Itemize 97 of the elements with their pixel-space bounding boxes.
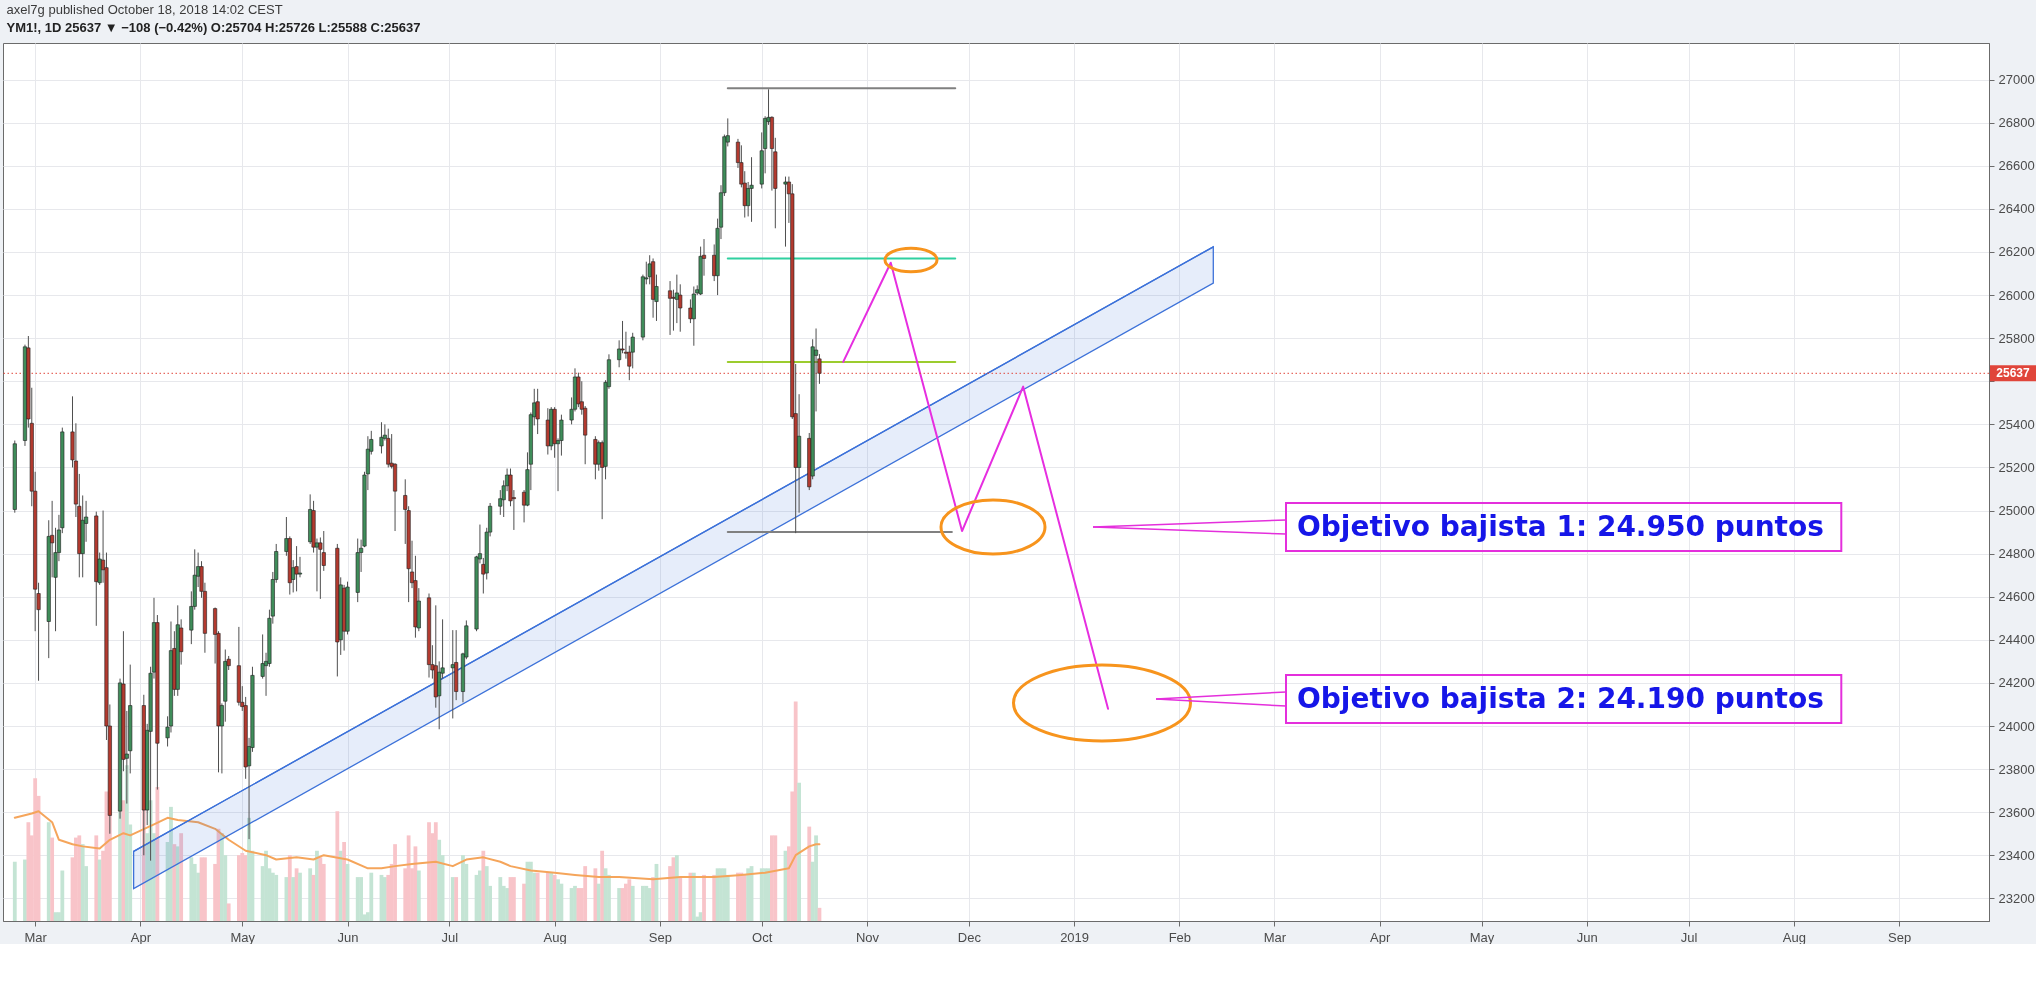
bar	[26, 822, 31, 921]
candlestick	[671, 289, 676, 332]
line-series	[842, 261, 1110, 710]
y-tick-label: 23400	[1998, 847, 2035, 863]
bar	[335, 811, 340, 921]
y-tick-label: 26200	[1998, 244, 2035, 260]
bar	[702, 874, 706, 921]
y-tick-label: 25800	[1998, 330, 2035, 346]
annotation: Objetivo bajista 2: 24.190 puntos	[1297, 682, 1824, 715]
candlestick	[297, 556, 302, 578]
x-tick-label: Sep	[1888, 929, 1912, 945]
bar	[651, 877, 655, 921]
bar	[60, 870, 65, 921]
x-tick-label: Mar	[1263, 929, 1287, 945]
bar	[583, 866, 588, 921]
annotation: Objetivo bajista 1: 24.950 puntos	[1297, 510, 1824, 543]
bar	[593, 868, 598, 921]
bar	[454, 877, 459, 921]
chart-title: axel7g published October 18, 2018 14:02 CEST	[6, 2, 283, 17]
bar	[94, 835, 99, 921]
candlestick	[379, 421, 384, 454]
y-tick-label: 24400	[1998, 632, 2035, 648]
bar	[712, 874, 717, 921]
bar	[359, 877, 363, 921]
y-tick-label: 26000	[1998, 287, 2035, 303]
candlestick	[749, 156, 754, 223]
x-tick-label: Dec	[957, 929, 982, 945]
candlestick	[596, 440, 601, 472]
bar	[155, 787, 160, 921]
bar	[226, 903, 231, 921]
x-tick-label: Aug	[1782, 929, 1806, 945]
x-tick-label: Sep	[648, 929, 672, 945]
bar	[50, 837, 55, 921]
bar	[600, 850, 605, 921]
x-tick-label: Jun	[1576, 929, 1598, 945]
x-tick-label: Mar	[24, 929, 48, 945]
x-tick-label: 2019	[1060, 929, 1090, 945]
y-tick-label: 24600	[1998, 589, 2035, 605]
candlestick	[783, 176, 788, 248]
x-tick-label: Aug	[543, 929, 567, 945]
x-tick-label: Apr	[130, 929, 152, 945]
y-tick-label: 23200	[1998, 890, 2035, 906]
bar	[77, 835, 82, 921]
bar	[627, 879, 632, 921]
bar	[481, 850, 486, 921]
y-tick-label: 25000	[1998, 503, 2035, 519]
bar	[797, 782, 801, 921]
bar	[291, 877, 296, 921]
bar	[298, 872, 302, 921]
bar	[630, 885, 635, 921]
bar	[189, 857, 194, 921]
y-tick-label: 25400	[1998, 416, 2035, 432]
candlestick	[294, 545, 299, 592]
bar	[369, 872, 374, 921]
y-tick-label: 26400	[1998, 201, 2035, 217]
bar	[416, 870, 421, 921]
bar	[722, 868, 727, 921]
bar	[498, 877, 503, 921]
x-tick-label: Apr	[1370, 929, 1391, 945]
x-tick-label: Jul	[1680, 929, 1698, 945]
x-tick-label: May	[230, 929, 256, 945]
candlestick	[668, 280, 673, 336]
bar	[12, 861, 17, 921]
bar	[318, 857, 323, 921]
bar	[437, 839, 442, 921]
x-tick-label: Nov	[855, 929, 880, 945]
y-tick-label: 23800	[1998, 761, 2035, 777]
y-tick-label: 27000	[1998, 72, 2035, 88]
bar	[807, 826, 812, 921]
candlestick	[535, 388, 540, 435]
bar	[308, 868, 313, 921]
x-tick-label: Jul	[441, 929, 459, 945]
bar	[814, 835, 818, 921]
bar	[773, 835, 778, 921]
y-tick-label: 24000	[1998, 718, 2035, 734]
bar	[393, 844, 397, 921]
bar	[556, 879, 560, 921]
x-tick-label: Jun	[337, 929, 359, 945]
bar	[274, 874, 279, 921]
bar	[203, 857, 207, 921]
y-tick-label: 26600	[1998, 158, 2035, 174]
bar	[342, 841, 347, 921]
bar	[179, 833, 184, 921]
y-tick-label: 26800	[1998, 115, 2035, 131]
x-tick-label: Oct	[752, 929, 773, 945]
x-tick-label: May	[1469, 929, 1495, 945]
chart-subtitle: YM1!, 1D 25637 ▼ −108 (−0.42%) O:25704 H:25726 L:25588 C:25637	[6, 20, 421, 35]
y-tick-label: 24800	[1998, 546, 2035, 562]
y-tick-label: 24200	[1998, 675, 2035, 691]
bar	[33, 778, 38, 921]
bar	[505, 888, 509, 921]
y-tick-label: 25200	[1998, 459, 2035, 475]
y-tick-label: 23600	[1998, 804, 2035, 820]
x-tick-label: Feb	[1168, 929, 1192, 945]
bar	[522, 883, 526, 921]
bar	[678, 877, 683, 921]
ref-line-label: 25637	[1996, 366, 2031, 381]
